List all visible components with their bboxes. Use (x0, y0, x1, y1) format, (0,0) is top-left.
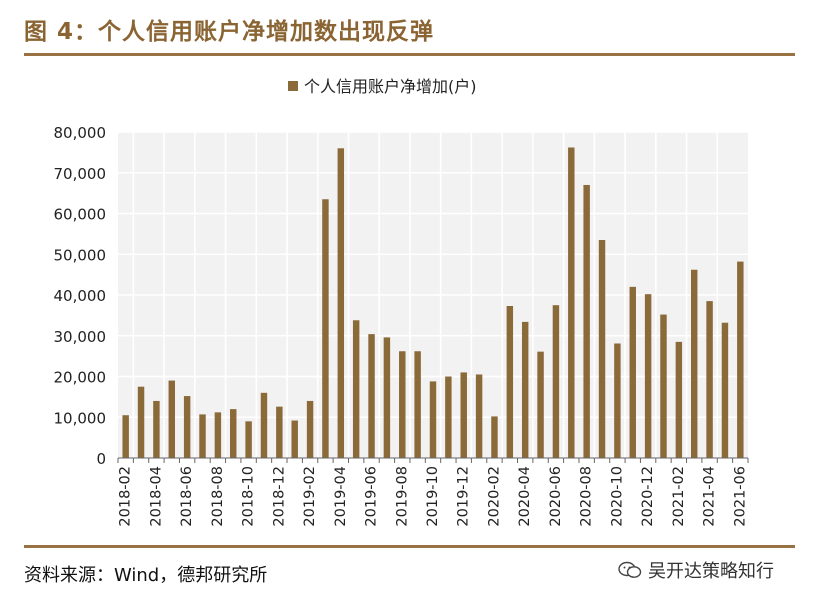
bar-2018-11 (260, 392, 268, 458)
x-tick-label: 2019-12 (456, 466, 472, 527)
bar-chart: 0 10,000 20,000 30,000 40,000 50,000 60,000 70,… (54, 77, 749, 527)
figure-title: 图 4：个人信用账户净增加数出现反弹 (24, 19, 435, 45)
bar-2020-12 (644, 294, 652, 458)
bar-2019-09 (414, 351, 421, 458)
x-tick-label: 2018-06 (179, 466, 195, 527)
wechat-icon (618, 561, 642, 578)
bar-2019-10 (429, 381, 437, 458)
y-tick-label: 20,000 (54, 369, 107, 387)
x-tick-label: 2021-06 (732, 466, 748, 527)
y-tick-label: 30,000 (54, 328, 107, 346)
x-tick-label: 2020-10 (609, 466, 625, 527)
bar-2020-04 (521, 321, 529, 458)
bar-2020-06 (552, 305, 560, 458)
bar-2021-03 (690, 269, 698, 458)
bar-2018-05 (168, 380, 176, 458)
x-tick-label: 2018-08 (210, 466, 226, 527)
bar-2018-09 (230, 409, 237, 458)
x-tick-label: 2019-04 (333, 466, 349, 527)
bar-2019-06 (368, 334, 375, 458)
legend-swatch (288, 81, 298, 91)
x-tick-label: 2019-02 (302, 466, 318, 527)
axes (117, 457, 749, 463)
bar-2018-06 (183, 396, 191, 458)
bar-2018-04 (153, 400, 160, 458)
x-tick-label: 2019-08 (394, 466, 410, 527)
bar-2019-05 (352, 320, 360, 458)
x-tick-label: 2021-02 (671, 466, 687, 527)
bar-2020-05 (537, 351, 544, 458)
legend-label: 个人信用账户净增加(户) (304, 77, 477, 96)
gridlines (118, 131, 748, 458)
x-tick-label: 2019-10 (425, 466, 441, 527)
bar-2019-01 (291, 420, 298, 458)
y-tick-label: 70,000 (54, 165, 107, 183)
bar-2019-12 (460, 372, 467, 458)
bar-2018-08 (214, 412, 222, 458)
x-tick-label: 2018-04 (148, 466, 164, 527)
x-tick-label: 2018-02 (118, 466, 134, 527)
x-tick-label: 2020-12 (640, 466, 656, 527)
bar-2020-01 (475, 374, 483, 458)
legend: 个人信用账户净增加(户) (288, 77, 477, 96)
title-rule (24, 53, 795, 56)
bar-2021-02 (675, 341, 683, 458)
source-note: 资料来源：Wind，德邦研究所 (24, 565, 268, 586)
y-tick-label: 50,000 (54, 246, 107, 264)
bar-2019-04 (337, 148, 345, 459)
bar-2020-02 (491, 416, 498, 458)
bar-2018-07 (199, 414, 206, 458)
y-tick-label: 60,000 (54, 206, 107, 224)
watermark-text: 吴开达策略知行 (648, 561, 774, 582)
bar-2021-06 (737, 261, 744, 458)
x-tick-labels: 2018-02 2018-04 2018-06 2018-08 2018-10 2018-… (118, 466, 749, 527)
bar-2018-10 (245, 421, 252, 458)
bar-2019-08 (399, 351, 406, 458)
x-tick-label: 2018-10 (241, 466, 257, 527)
bar-2020-03 (506, 306, 514, 458)
watermark: 吴开达策略知行 (618, 557, 774, 583)
x-tick-label: 2020-04 (517, 466, 533, 527)
bar-2019-07 (383, 337, 391, 458)
bar-2021-05 (721, 322, 729, 458)
bar-2020-07 (568, 147, 575, 459)
bars (122, 147, 744, 459)
x-tick-label: 2020-08 (579, 466, 595, 527)
bar-2020-10 (614, 343, 621, 458)
y-tick-label: 40,000 (54, 287, 107, 305)
x-tick-label: 2020-06 (548, 466, 564, 527)
bar-2018-12 (276, 406, 283, 458)
bar-2020-11 (629, 286, 636, 458)
source-rule (24, 545, 795, 548)
bar-2019-11 (445, 376, 452, 458)
x-tick-label: 2018-12 (271, 466, 287, 527)
bar-2018-03 (137, 386, 145, 458)
bar-2019-03 (322, 199, 329, 459)
bar-2019-02 (306, 400, 314, 458)
y-tick-label: 80,000 (54, 124, 107, 142)
bar-2018-02 (122, 415, 129, 458)
bar-2021-04 (706, 301, 713, 458)
y-tick-label: 10,000 (54, 409, 107, 427)
x-tick-label: 2020-02 (486, 466, 502, 527)
x-tick-label: 2021-04 (702, 466, 718, 527)
bar-2021-01 (660, 314, 667, 458)
bar-2020-08 (583, 184, 590, 458)
y-tick-label: 0 (96, 450, 106, 468)
x-tick-label: 2019-06 (364, 466, 380, 527)
y-tick-labels: 0 10,000 20,000 30,000 40,000 50,000 60,000 70,… (54, 124, 107, 468)
bar-2020-09 (598, 239, 606, 458)
